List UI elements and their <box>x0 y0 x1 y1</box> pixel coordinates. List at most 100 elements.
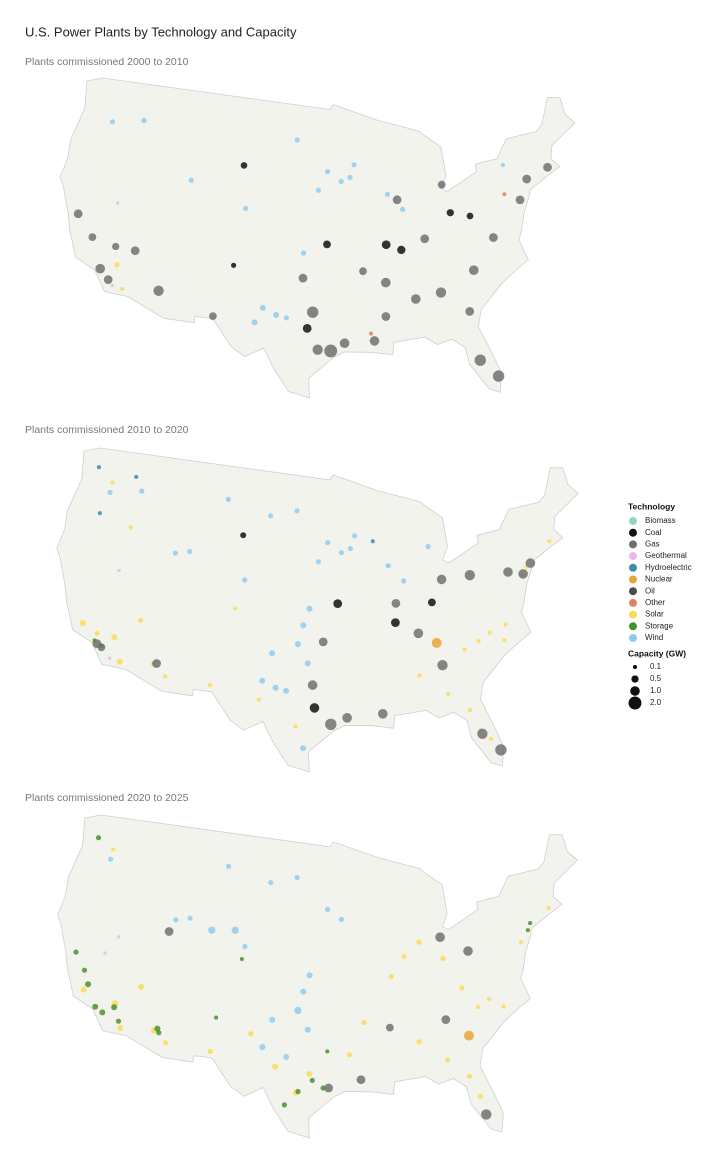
plant-point <box>295 1088 301 1095</box>
plant-point <box>141 118 147 124</box>
plant-point <box>128 525 133 530</box>
plant-point <box>315 187 322 193</box>
plant-point <box>416 1039 422 1045</box>
plant-point <box>152 659 161 668</box>
plant-point <box>207 1048 213 1054</box>
plant-point <box>248 1031 254 1037</box>
plant-point <box>417 673 422 678</box>
plant-point <box>356 1075 366 1085</box>
plant-point <box>502 192 507 197</box>
plant-point <box>518 569 528 579</box>
plant-point <box>259 1044 266 1050</box>
us-outline <box>59 77 576 399</box>
plant-point <box>164 927 174 936</box>
plant-point <box>79 620 86 627</box>
plant-point <box>378 709 388 719</box>
plant-point <box>88 233 97 242</box>
plant-point <box>352 533 358 539</box>
legend-title: Technology <box>628 501 675 511</box>
plant-point <box>525 558 536 568</box>
plant-point <box>110 283 114 288</box>
plant-point <box>515 195 525 205</box>
legend-label: Solar <box>645 610 664 619</box>
plant-point <box>111 1004 118 1011</box>
plant-point <box>500 163 505 168</box>
plant-point <box>242 943 248 950</box>
plant-point <box>469 265 479 276</box>
plant-point <box>117 1025 124 1031</box>
plant-point <box>283 315 289 321</box>
plant-point <box>476 638 481 643</box>
plant-point <box>501 1004 506 1009</box>
plant-point <box>440 955 446 962</box>
plant-point <box>420 234 430 244</box>
plant-point <box>547 539 552 544</box>
plant-point <box>463 946 473 956</box>
size-legend-swatch <box>630 686 640 696</box>
plant-point <box>120 286 125 292</box>
plant-point <box>130 246 140 256</box>
size-legend-label: 0.1 <box>650 662 662 671</box>
plant-point <box>256 697 261 702</box>
plant-point <box>97 511 102 516</box>
plant-point <box>103 275 113 284</box>
plant-point <box>459 985 465 991</box>
plant-point <box>342 713 352 723</box>
plant-point <box>242 577 248 583</box>
legend-swatch <box>629 634 637 642</box>
plant-point <box>243 205 249 211</box>
chart-title: U.S. Power Plants by Technology and Capa… <box>25 24 297 39</box>
plant-point <box>111 634 118 641</box>
legend-swatch <box>629 598 637 607</box>
plant-point <box>347 174 353 180</box>
plant-point <box>273 311 280 318</box>
plant-point <box>92 638 97 643</box>
plant-point <box>351 162 357 168</box>
legend-label: Gas <box>645 540 660 549</box>
plant-point <box>304 660 311 667</box>
plant-point <box>495 744 507 756</box>
plant-points <box>73 835 551 1120</box>
plant-point <box>489 736 494 741</box>
plant-point <box>269 650 276 657</box>
plant-point <box>298 273 308 283</box>
plant-point <box>325 906 331 912</box>
legend-label: Biomass <box>645 516 676 525</box>
plant-point <box>293 724 298 729</box>
plant-point <box>503 567 513 577</box>
plant-point <box>153 285 164 296</box>
plant-point <box>281 1102 287 1108</box>
plant-point <box>503 622 508 627</box>
size-legend-label: 0.5 <box>650 674 662 683</box>
plant-point <box>416 939 422 945</box>
plant-point <box>413 628 424 639</box>
plant-point <box>188 177 194 183</box>
plant-point <box>239 956 244 962</box>
plant-point <box>283 1054 290 1060</box>
plant-point <box>96 465 101 470</box>
plant-point <box>324 1083 333 1093</box>
legend-label: Hydroelectric <box>645 563 692 572</box>
legend-label: Storage <box>645 621 674 630</box>
plant-point <box>99 1009 106 1016</box>
plant-point <box>208 926 216 934</box>
plant-point <box>346 1052 353 1058</box>
legend-swatch <box>629 552 637 561</box>
legend-label: Geothermal <box>645 551 687 560</box>
plant-point <box>108 856 114 862</box>
plant-point <box>401 953 407 960</box>
plant-point <box>359 267 367 276</box>
plant-point <box>225 496 231 502</box>
plant-point <box>294 641 301 648</box>
plant-point <box>156 1030 162 1036</box>
plant-point <box>115 201 120 205</box>
plant-point <box>425 543 431 550</box>
size-legend-title: Capacity (GW) <box>628 648 686 658</box>
plant-point <box>309 703 320 713</box>
plant-point <box>307 680 318 690</box>
plant-point <box>99 643 104 649</box>
plant-point <box>172 550 178 556</box>
plant-point <box>312 344 323 355</box>
plant-point <box>110 480 115 485</box>
